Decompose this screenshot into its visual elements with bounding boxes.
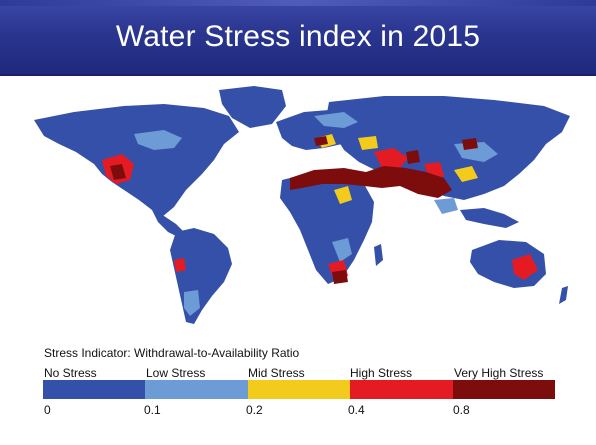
legend-tick-2: 0.2 (246, 403, 263, 417)
legend-tick-0: 0 (44, 403, 51, 417)
legend-class-labels: No Stress Low Stress Mid Stress High Str… (44, 366, 556, 380)
low-stress-regions (134, 112, 498, 316)
south-america (170, 228, 232, 324)
page-title: Water Stress index in 2015 (115, 20, 481, 53)
legend-tick-labels: 0 0.1 0.2 0.4 0.8 (44, 403, 556, 417)
legend-label-very-high-stress: Very High Stress (454, 366, 544, 380)
legend-tick-4: 0.8 (453, 403, 470, 417)
southeast-asia-islands (460, 208, 519, 228)
continents-base (34, 86, 570, 324)
banner-stripe (0, 0, 596, 6)
title-banner: Water Stress index in 2015 (0, 0, 596, 76)
very-high-stress-regions (110, 136, 478, 284)
legend-label-no-stress: No Stress (44, 366, 97, 380)
legend-swatch-low-stress (145, 380, 248, 399)
central-america (152, 210, 184, 238)
legend-swatch-mid-stress (247, 380, 351, 399)
japan (512, 148, 526, 172)
legend-swatch-no-stress (43, 380, 146, 399)
legend-title: Stress Indicator: Withdrawal-to-Availabi… (44, 346, 300, 360)
new-zealand (559, 286, 568, 304)
legend-color-bar (43, 380, 556, 399)
legend-tick-3: 0.4 (348, 403, 365, 417)
legend-label-low-stress: Low Stress (146, 366, 206, 380)
legend-swatch-high-stress (350, 380, 453, 399)
legend-label-high-stress: High Stress (350, 366, 413, 380)
legend-tick-1: 0.1 (144, 403, 161, 417)
legend-swatch-very-high-stress (452, 380, 556, 399)
legend-label-mid-stress: Mid Stress (248, 366, 305, 380)
north-america (34, 104, 239, 217)
madagascar (374, 244, 383, 266)
greenland (219, 86, 286, 128)
world-water-stress-map (34, 86, 570, 324)
